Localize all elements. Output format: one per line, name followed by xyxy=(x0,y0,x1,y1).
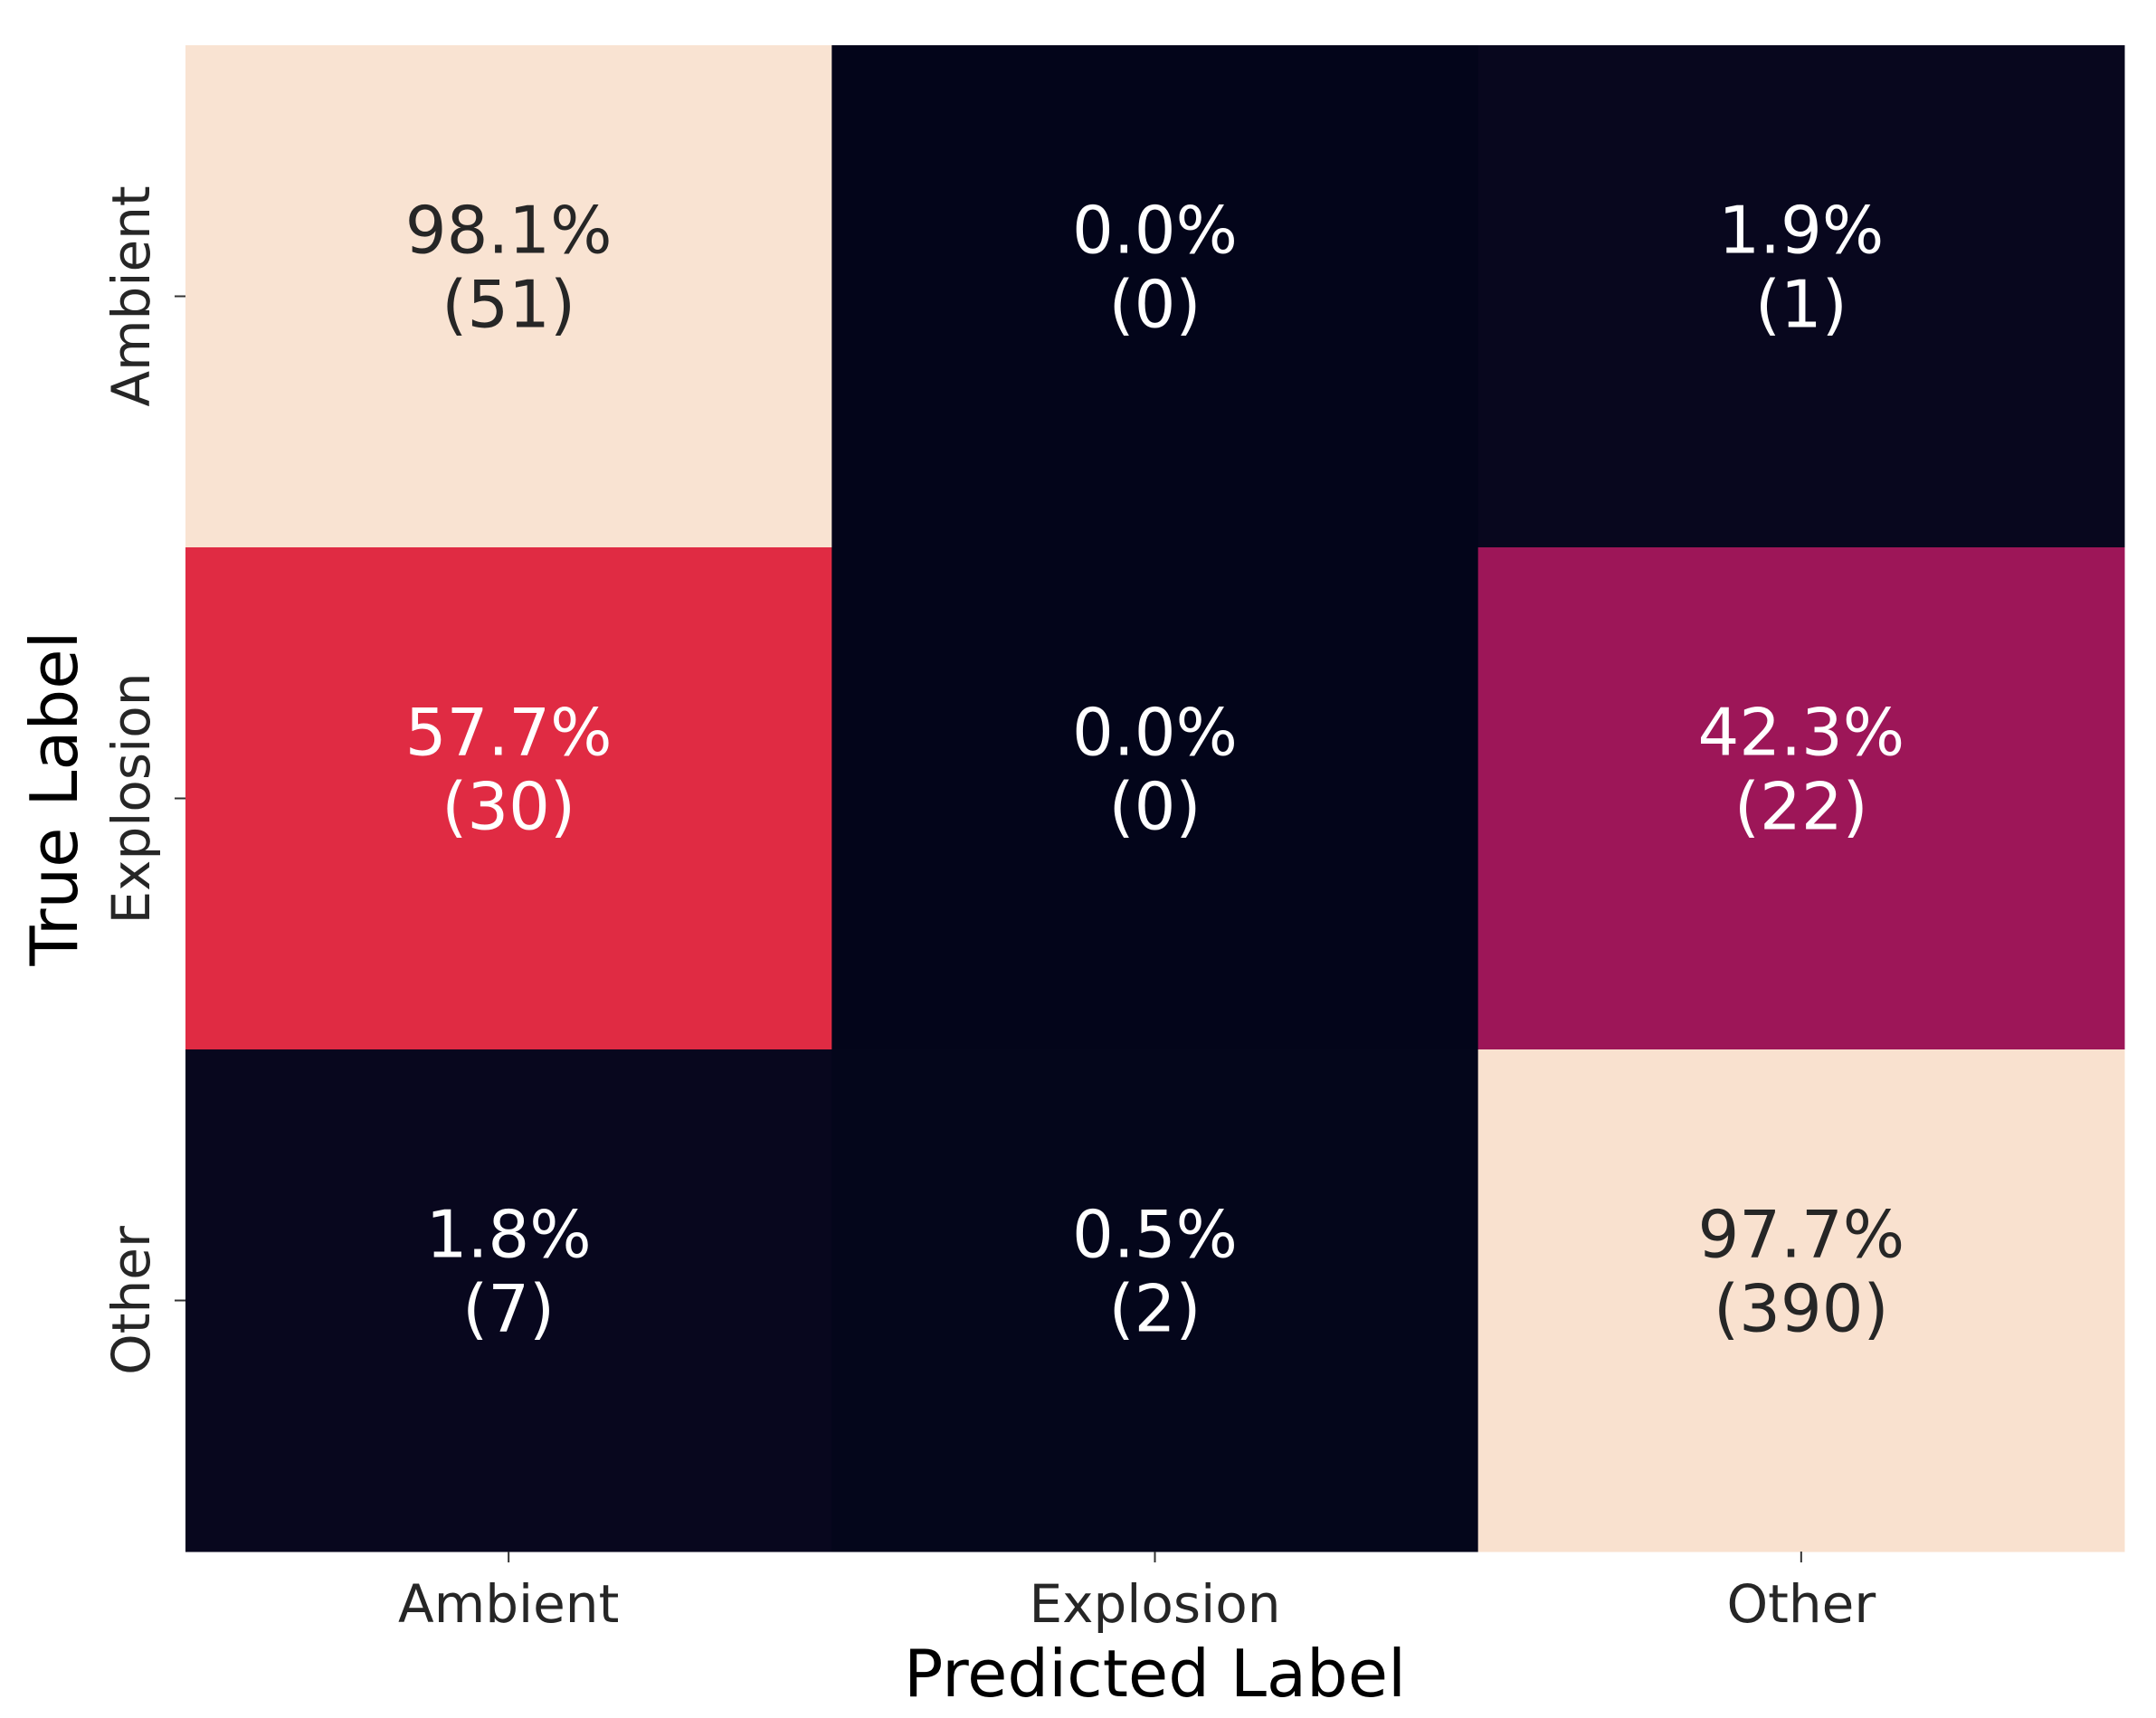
cell-percent-label: 97.7% xyxy=(1697,1197,1904,1273)
cell-count-label: (0) xyxy=(1109,267,1201,343)
cell-count-label: (0) xyxy=(1109,769,1201,845)
cell-percent-label: 0.0% xyxy=(1072,193,1238,269)
cell-count-label: (390) xyxy=(1714,1271,1889,1347)
y-tick-label: Explosion xyxy=(100,673,162,925)
x-tick-label: Other xyxy=(1726,1573,1876,1635)
cell-percent-label: 1.8% xyxy=(426,1197,592,1273)
heatmap-cell xyxy=(185,45,832,548)
y-tick-label: Ambient xyxy=(100,185,162,406)
heatmap-cell xyxy=(185,1049,832,1552)
heatmap-cell xyxy=(1477,45,2125,548)
heatmap-cell xyxy=(185,547,832,1050)
heatmap-cell xyxy=(831,1049,1479,1552)
heatmap-cell xyxy=(1477,547,2125,1050)
cell-count-label: (51) xyxy=(442,267,575,343)
cell-percent-label: 0.5% xyxy=(1072,1197,1238,1273)
y-axis-title: True Label xyxy=(16,631,92,966)
cell-labels: 98.1%(51)0.0%(0)1.9%(1)57.7%(30)0.0%(0)4… xyxy=(405,193,1904,1347)
cell-count-label: (2) xyxy=(1109,1271,1201,1347)
x-axis-title: Predicted Label xyxy=(904,1636,1406,1712)
cell-count-label: (7) xyxy=(462,1271,555,1347)
axis-ticks: Ambient Explosion Other Ambient Explosion Oth… xyxy=(100,185,1876,1635)
cell-count-label: (1) xyxy=(1755,267,1847,343)
cell-percent-label: 57.7% xyxy=(405,695,613,771)
x-tick-label: Ambient xyxy=(398,1573,619,1635)
cell-count-label: (22) xyxy=(1734,769,1868,845)
heatmap-cell xyxy=(1477,1049,2125,1552)
cell-percent-label: 42.3% xyxy=(1697,695,1904,771)
heatmap-cell xyxy=(831,547,1479,1050)
cell-count-label: (30) xyxy=(442,769,575,845)
y-tick-label: Other xyxy=(100,1226,162,1375)
cell-percent-label: 98.1% xyxy=(405,193,613,269)
cell-percent-label: 0.0% xyxy=(1072,695,1238,771)
heatmap-cells xyxy=(185,45,2125,1552)
cell-percent-label: 1.9% xyxy=(1718,193,1884,269)
heatmap-cell xyxy=(831,45,1479,548)
x-tick-label: Explosion xyxy=(1030,1573,1281,1635)
